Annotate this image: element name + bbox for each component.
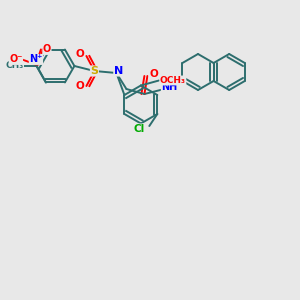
Text: OCH₃: OCH₃ bbox=[160, 76, 186, 85]
Text: Cl: Cl bbox=[134, 124, 145, 134]
Text: NH: NH bbox=[161, 82, 178, 92]
Text: N: N bbox=[114, 66, 123, 76]
Text: O: O bbox=[43, 44, 51, 55]
Text: O: O bbox=[149, 69, 158, 79]
Text: O⁻: O⁻ bbox=[9, 55, 22, 64]
Text: N⁺: N⁺ bbox=[29, 55, 43, 64]
Text: O: O bbox=[75, 49, 84, 59]
Text: CH₃: CH₃ bbox=[5, 61, 23, 70]
Text: O: O bbox=[75, 81, 84, 91]
Text: S: S bbox=[90, 66, 98, 76]
